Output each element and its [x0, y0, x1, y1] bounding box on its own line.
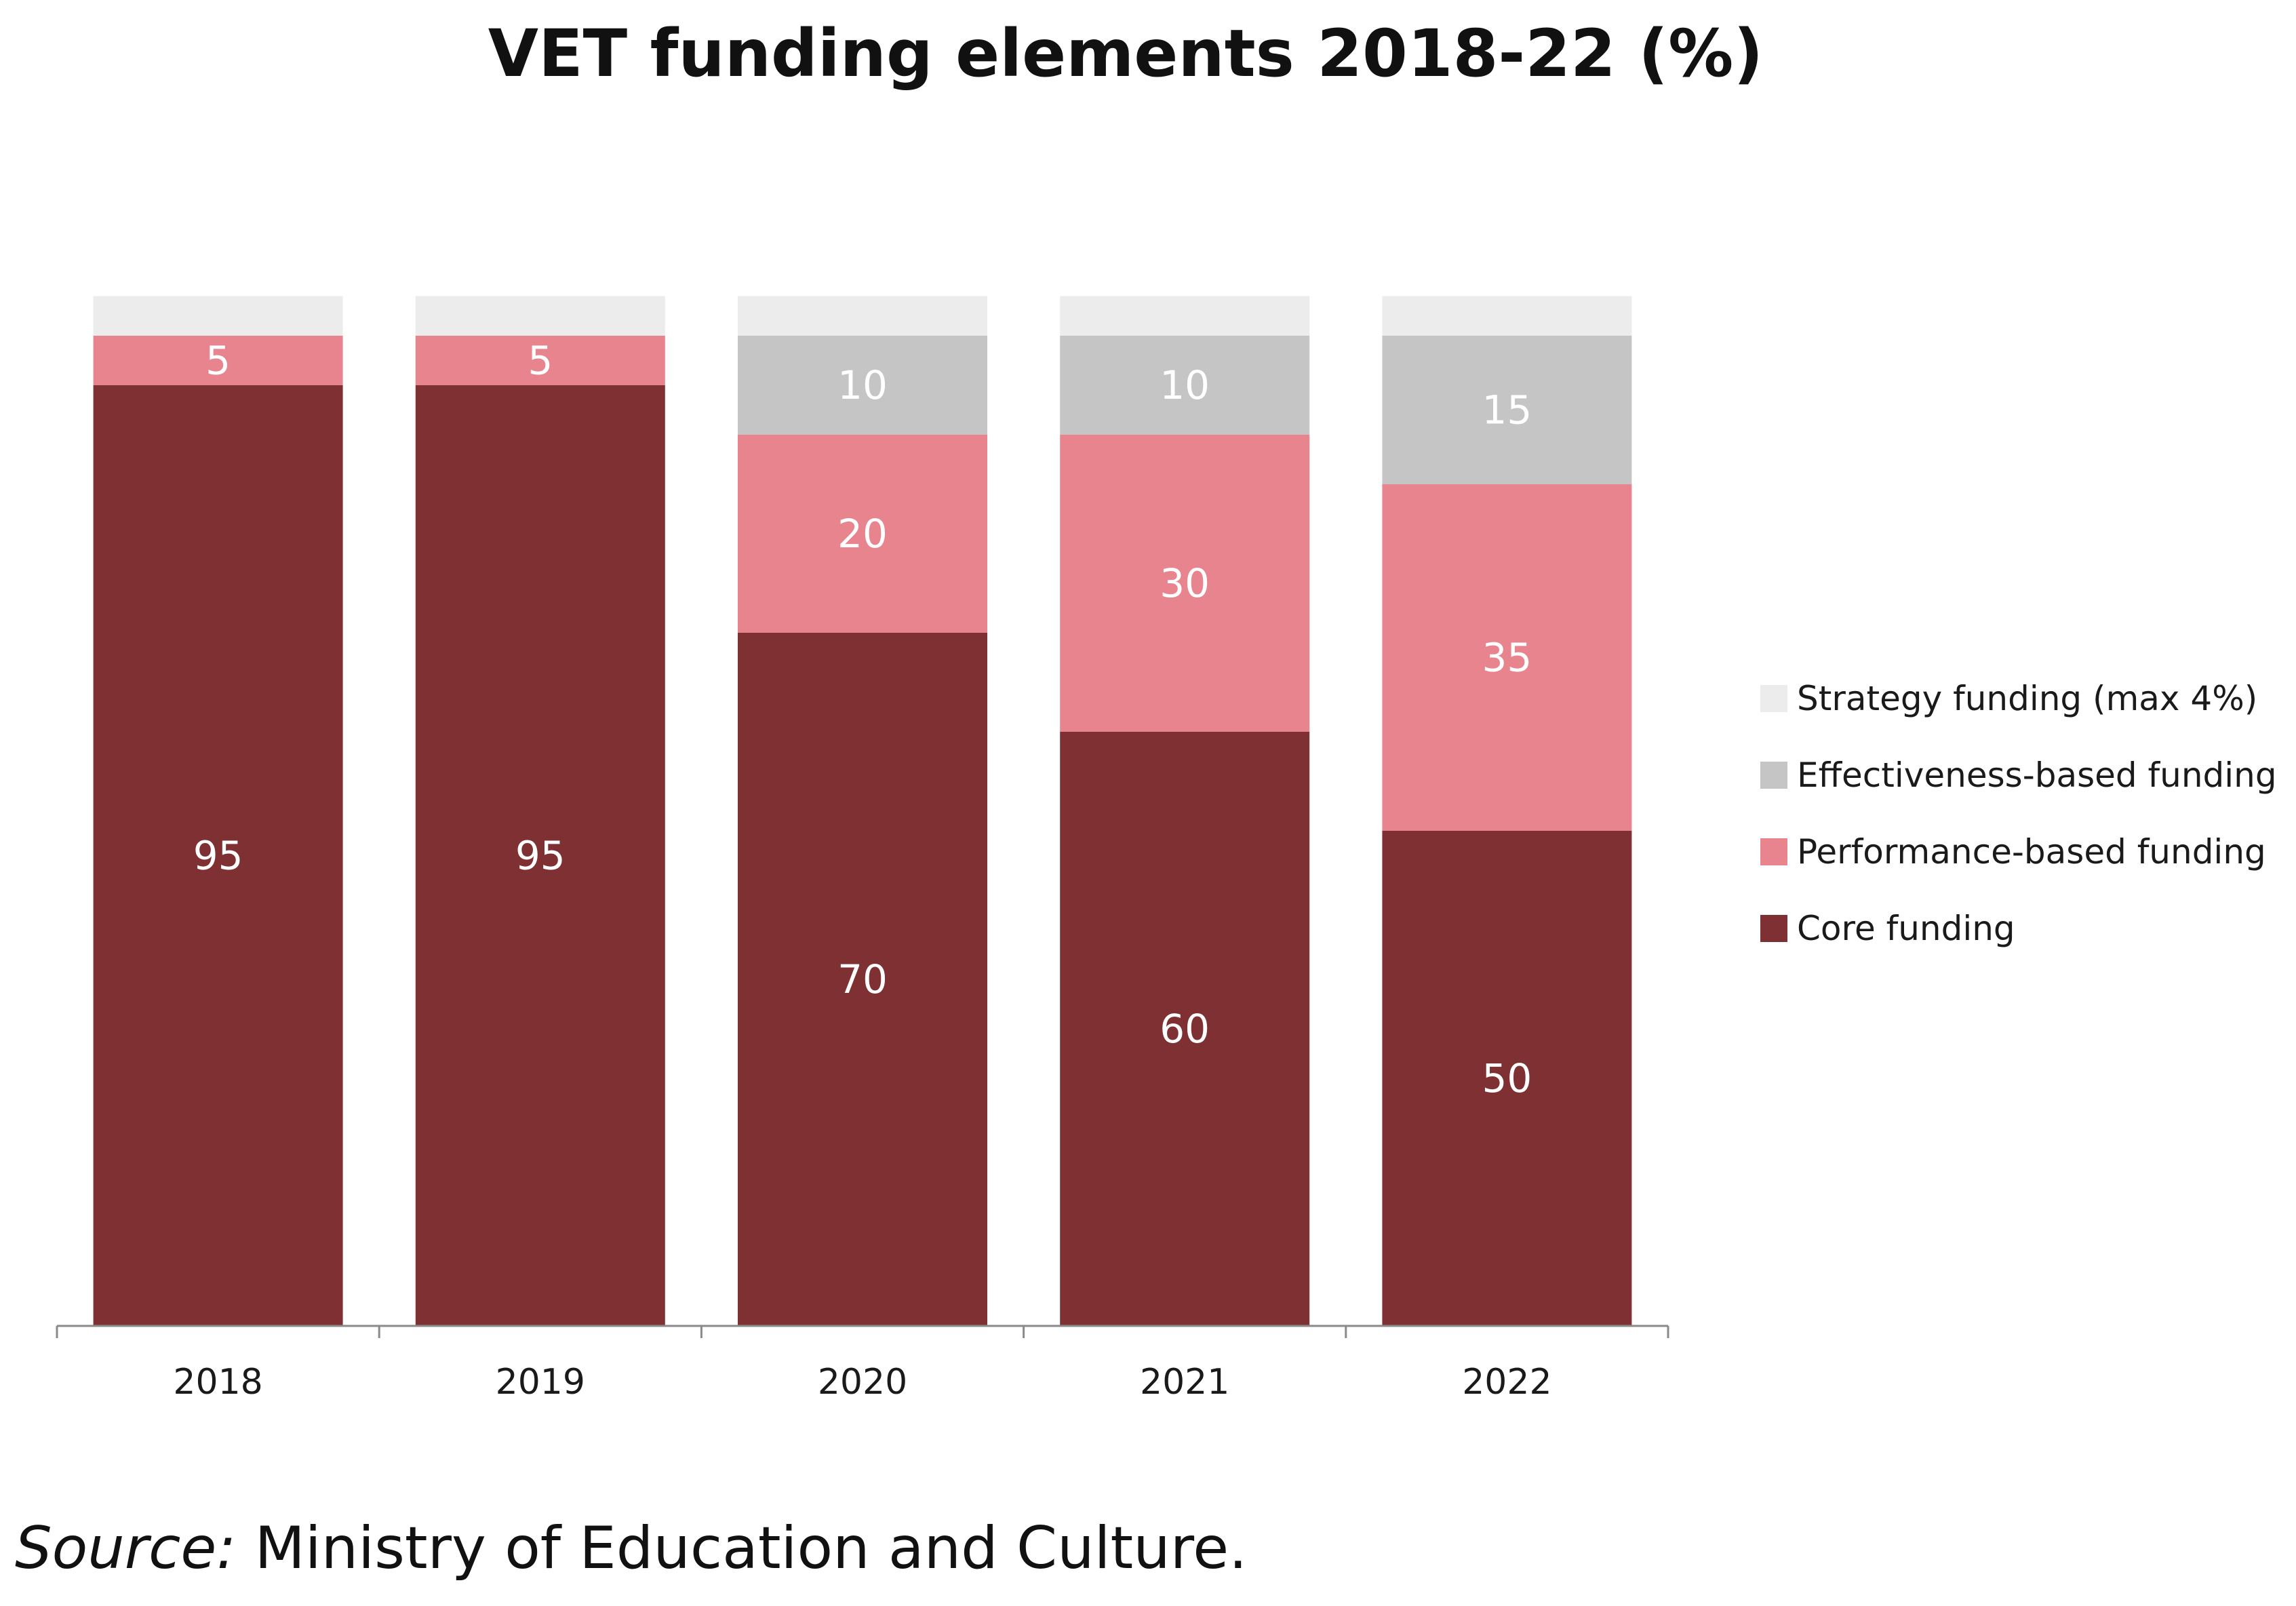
legend-label-core-funding: Core funding [1797, 909, 2015, 948]
chart-title: VET funding elements 2018-22 (%) [488, 16, 1763, 92]
x-tick-label-2019: 2019 [496, 1362, 585, 1403]
legend-swatch-effectiveness-based-funding [1760, 762, 1787, 789]
bar-segment-strategy-funding-max-4-2021 [1060, 296, 1310, 336]
bar-segment-core-funding-2019 [415, 385, 665, 1326]
x-tick-label-2020: 2020 [818, 1362, 907, 1403]
bar-segment-core-funding-2021 [1060, 732, 1310, 1326]
data-label-performance-based-funding-2019: 5 [528, 338, 553, 384]
x-tick-label-2021: 2021 [1140, 1362, 1229, 1403]
bar-segment-performance-based-funding-2022 [1382, 484, 1632, 831]
data-label-core-funding-2020: 70 [837, 956, 888, 1002]
bars-layer [93, 296, 1632, 1326]
source-text: Ministry of Education and Culture. [236, 1514, 1247, 1582]
data-label-core-funding-2022: 50 [1482, 1055, 1532, 1101]
data-label-performance-based-funding-2021: 30 [1160, 560, 1210, 606]
bar-segment-performance-based-funding-2020 [738, 435, 987, 633]
bar-segment-performance-based-funding-2021 [1060, 435, 1310, 732]
legend-label-effectiveness-based-funding: Effectiveness-based funding [1797, 756, 2277, 795]
legend: Strategy funding (max 4%) Effectiveness-b… [1760, 679, 2277, 948]
data-label-core-funding-2021: 60 [1160, 1006, 1210, 1052]
legend-swatch-core-funding [1760, 915, 1787, 942]
legend-label-performance-based-funding: Performance-based funding [1797, 832, 2266, 871]
source-note: Source: Ministry of Education and Cultur… [15, 1514, 1247, 1582]
bar-segment-performance-based-funding-2018 [93, 336, 343, 385]
x-tick-label-2018: 2018 [173, 1362, 262, 1403]
bar-segment-strategy-funding-max-4-2019 [415, 296, 665, 336]
bar-segment-core-funding-2018 [93, 385, 343, 1326]
bar-segment-effectiveness-based-funding-2020 [738, 336, 987, 435]
data-label-effectiveness-based-funding-2021: 10 [1160, 362, 1210, 408]
x-axis: 2018 2019 2020 2021 2022 [56, 1325, 1669, 1403]
data-label-core-funding-2019: 95 [515, 833, 566, 879]
bar-segment-effectiveness-based-funding-2022 [1382, 336, 1632, 484]
bar-segment-effectiveness-based-funding-2021 [1060, 336, 1310, 435]
data-label-effectiveness-based-funding-2022: 15 [1482, 387, 1532, 433]
bar-segment-strategy-funding-max-4-2020 [738, 296, 987, 336]
bar-segment-core-funding-2022 [1382, 831, 1632, 1326]
x-tick-label-2022: 2022 [1462, 1362, 1551, 1403]
legend-label-strategy-funding-max-4: Strategy funding (max 4%) [1797, 679, 2257, 718]
data-label-performance-based-funding-2018: 5 [205, 338, 231, 384]
value-labels-layer: 95 5 95 5 70 20 10 60 30 10 50 35 15 [193, 338, 1532, 1102]
data-label-performance-based-funding-2020: 20 [837, 511, 888, 557]
legend-swatch-strategy-funding-max-4 [1760, 685, 1787, 712]
bar-segment-performance-based-funding-2019 [415, 336, 665, 385]
legend-swatch-performance-based-funding [1760, 838, 1787, 865]
data-label-core-funding-2018: 95 [193, 833, 243, 879]
data-label-performance-based-funding-2022: 35 [1482, 635, 1532, 681]
source-label: Source: [15, 1514, 236, 1582]
bar-segment-strategy-funding-max-4-2018 [93, 296, 343, 336]
data-label-effectiveness-based-funding-2020: 10 [837, 362, 888, 408]
bar-segment-core-funding-2020 [738, 633, 987, 1326]
bar-segment-strategy-funding-max-4-2022 [1382, 296, 1632, 336]
